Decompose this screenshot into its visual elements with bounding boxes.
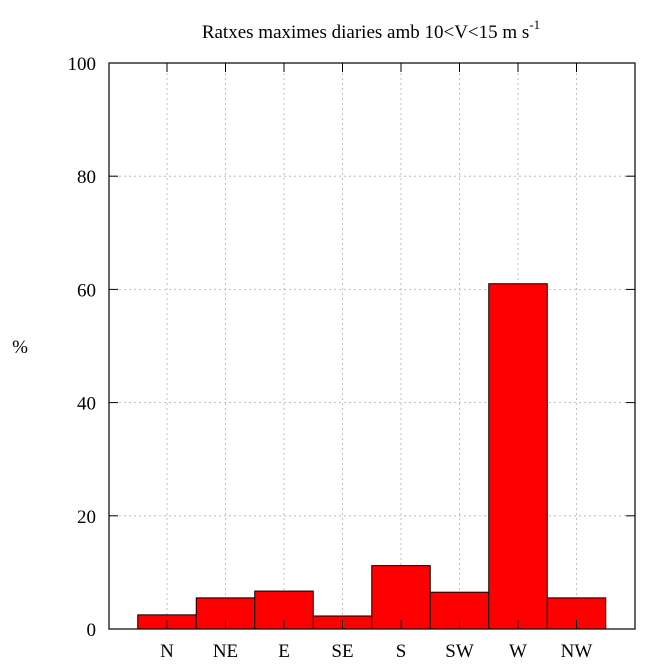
y-tick-labels: 0 20 40 60 80 100: [68, 54, 97, 641]
y-tick-label: 40: [77, 394, 96, 415]
y-tick-label: 60: [77, 280, 96, 301]
x-tick-label: NW: [561, 641, 593, 662]
y-tick-label: 80: [77, 167, 96, 188]
gridlines: [109, 63, 635, 629]
x-tick-label: NE: [213, 641, 238, 662]
y-tick-label: 0: [87, 620, 97, 641]
x-tick-label: SE: [331, 641, 353, 662]
chart-title: Ratxes maximes diaries amb 10<V<15 m s-1: [202, 17, 540, 43]
bar-s: [371, 565, 431, 630]
plot-frame: [108, 62, 636, 630]
y-tick-label: 100: [68, 54, 97, 75]
y-axis-label: %: [12, 337, 28, 358]
x-tick-label: W: [509, 641, 527, 662]
y-tick-label: 20: [77, 507, 96, 528]
x-tick-label: N: [160, 641, 174, 662]
chart-title-superscript: -1: [529, 17, 540, 32]
x-tick-label: E: [278, 641, 290, 662]
x-tick-labels: N NE E SE S SW W NW: [160, 641, 592, 662]
bars: [137, 283, 607, 630]
chart-title-main: Ratxes maximes diaries amb 10<V<15 m s: [202, 22, 530, 43]
bar-w: [488, 283, 548, 630]
x-tick-label: S: [396, 641, 407, 662]
axis-ticks: [109, 62, 635, 630]
x-tick-label: SW: [445, 641, 474, 662]
